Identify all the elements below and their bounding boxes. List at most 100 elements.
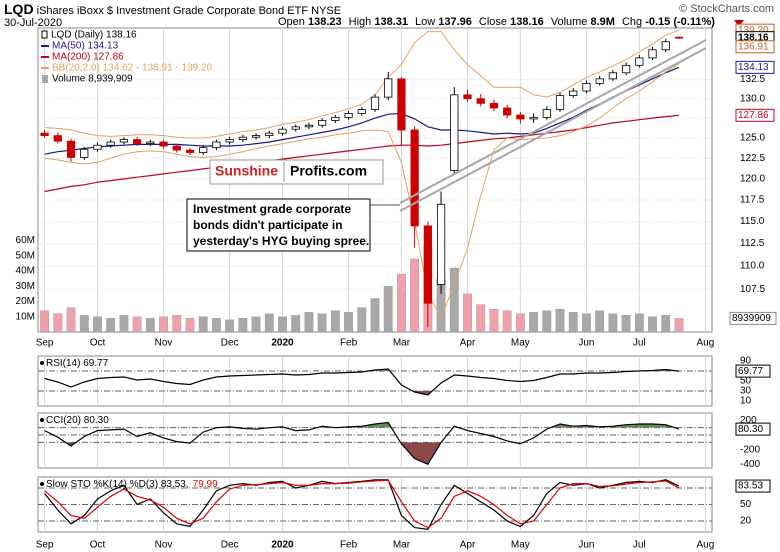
- oversold-fill: [65, 442, 524, 465]
- legend-entry: Slow STO %K(14) %D(3) 83.53,: [46, 479, 189, 490]
- price-tag-label: 127.86: [738, 110, 769, 121]
- volume-bar: [608, 313, 618, 333]
- trend-line: [399, 47, 707, 212]
- candle-body: [225, 139, 234, 143]
- quote-label: Low: [414, 16, 436, 28]
- chart-date: 30-Jul-2020: [4, 17, 63, 29]
- indicator-line: [44, 479, 680, 529]
- candle-body: [66, 140, 76, 158]
- volume-bar: [145, 318, 155, 333]
- y-tick-label: 90: [740, 356, 752, 367]
- symbol: LQD: [4, 1, 34, 17]
- volume-bar: [93, 316, 102, 333]
- volume-bar: [648, 316, 657, 333]
- x-tick-label: Jul: [633, 338, 646, 349]
- candle-body: [648, 49, 657, 59]
- volume-bar: [66, 307, 76, 333]
- volume-bar: [489, 308, 499, 333]
- x-tick-label: Sep: [36, 338, 54, 349]
- y-tick-label: 112.5: [740, 238, 765, 249]
- legend-swatch: [42, 75, 48, 83]
- x-tick-label: Apr: [460, 338, 476, 349]
- volume-bar: [278, 316, 287, 333]
- y-tick-label: 30: [740, 386, 752, 397]
- y-tick-label: 130.0: [740, 93, 765, 104]
- credit: © StockCharts.com: [679, 3, 774, 15]
- volume-bar: [291, 315, 301, 333]
- change-arrow: [734, 20, 744, 27]
- indicator-last-label: 83.53: [738, 481, 763, 492]
- price-tag-box: [735, 108, 775, 122]
- y-tick-label: 125.0: [740, 133, 765, 144]
- legend-entry: BB(20,2.0) 134.62 - 136.91 - 139.20: [52, 63, 213, 74]
- candle-body: [384, 78, 393, 98]
- legend-entry: MA(50) 134.13: [52, 41, 119, 52]
- y-tick-label: -200: [740, 444, 760, 455]
- candle-body: [53, 135, 62, 142]
- y-tick-label: 110.0: [740, 261, 765, 272]
- candle-body: [212, 141, 221, 149]
- quote-label: Close: [478, 16, 508, 28]
- candle-body: [542, 109, 551, 118]
- volume-bar: [502, 310, 512, 333]
- volume-bar: [317, 313, 327, 333]
- y-tick-label: 200: [740, 415, 757, 426]
- x-tick-label: Nov: [155, 338, 173, 349]
- indicator-last-label: 80.30: [738, 424, 763, 435]
- candle-body: [80, 148, 89, 158]
- volume-bar: [264, 313, 274, 333]
- legend-icon: [41, 30, 48, 39]
- volume-bar: [634, 313, 644, 333]
- trend-line: [399, 39, 707, 204]
- candle-body: [635, 57, 644, 66]
- volume-bar: [529, 312, 538, 333]
- x-tick-label: Jul: [633, 540, 646, 551]
- volume-bar: [212, 318, 221, 333]
- candle-body: [265, 132, 274, 136]
- volume-bar: [132, 316, 142, 333]
- x-tick-label: 2020: [271, 540, 294, 551]
- legend-dot: [40, 482, 44, 486]
- candle-body: [489, 102, 499, 109]
- candle-body: [278, 128, 287, 134]
- volume-tick-label: 60M: [16, 235, 35, 246]
- volume-bar: [515, 313, 525, 333]
- x-tick-label: Mar: [393, 540, 411, 551]
- volume-bar: [568, 312, 578, 333]
- y-tick-label: 107.5: [740, 284, 765, 295]
- volume-bar: [357, 307, 367, 333]
- overbought-fill: [216, 422, 675, 428]
- volume-bar: [542, 310, 552, 333]
- volume-tick-label: 30M: [16, 281, 35, 292]
- candle-body: [595, 78, 604, 84]
- candle-body: [331, 116, 340, 121]
- y-tick-label: 117.5: [740, 195, 765, 206]
- y-tick-label: 122.5: [740, 153, 765, 164]
- quote-value: 138.31: [374, 16, 408, 28]
- exchange: NYSE: [311, 5, 342, 17]
- bollinger-band: [44, 29, 680, 139]
- x-tick-label: May: [511, 338, 530, 349]
- quote-value: 8.9M: [590, 16, 615, 28]
- candle-body: [397, 78, 406, 131]
- candle-body: [199, 147, 208, 153]
- candle-body: [93, 144, 102, 150]
- legend-entry: LQD (Daily) 138.16: [51, 30, 137, 41]
- price-tag-label: 134.13: [738, 62, 769, 73]
- indicator-line: [44, 368, 680, 396]
- volume-bar: [159, 316, 168, 333]
- annotation-text: yesterday's HYG buying spree.: [193, 234, 369, 248]
- volume-bar: [172, 315, 182, 333]
- x-tick-label: Oct: [90, 338, 106, 349]
- volume-bar: [225, 319, 235, 333]
- panel-frame: [37, 355, 713, 407]
- quote-value: 138.23: [307, 16, 342, 28]
- candle-body: [172, 145, 181, 151]
- watermark-suffix: Profits.com: [290, 163, 367, 179]
- candle-body: [450, 94, 459, 171]
- quote-label: High: [348, 16, 372, 28]
- x-tick-label: Aug: [696, 338, 714, 349]
- price-tag-label: 138.16: [738, 32, 769, 43]
- x-tick-label: Sep: [36, 540, 54, 551]
